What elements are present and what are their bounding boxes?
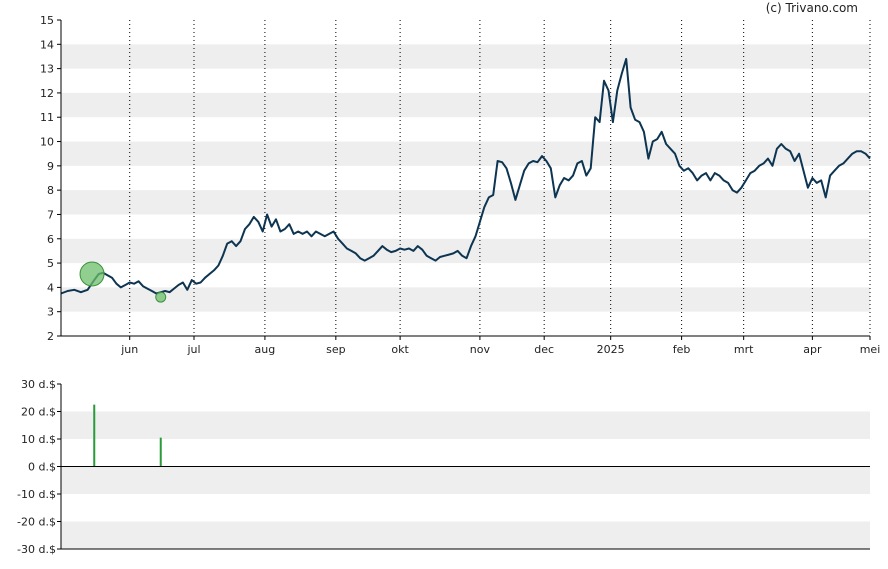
x-tick-label: aug <box>255 343 276 356</box>
dividend-chart-y-ticks: 30 d.$ 20 d.$ 10 d.$ 0 d.$ -10 d.$ -20 d.$ -30… <box>17 378 61 556</box>
y-tick-label: 9 <box>47 160 54 173</box>
x-tick-label: dec <box>534 343 554 356</box>
dividend-band <box>61 411 870 439</box>
dividend-y-tick-label: 30 d.$ <box>21 378 56 391</box>
y-tick-label: 6 <box>47 233 54 246</box>
y-tick-label: 3 <box>47 306 54 319</box>
y-tick-label: 15 <box>40 14 54 27</box>
y-tick-label: 13 <box>40 63 54 76</box>
price-band <box>61 238 870 264</box>
x-tick-label: nov <box>470 343 491 356</box>
price-chart-series <box>60 57 871 295</box>
dividend-y-tick-label: -10 d.$ <box>17 488 56 501</box>
price-band <box>61 287 870 312</box>
dividend-y-tick-label: 0 d.$ <box>28 461 56 474</box>
x-tick-label: sep <box>326 343 345 356</box>
y-tick-label: 10 <box>40 136 54 149</box>
y-tick-label: 14 <box>40 38 54 51</box>
x-tick-label: jun <box>120 343 138 356</box>
x-tick-label: 2025 <box>597 343 625 356</box>
dividend-y-tick-label: -30 d.$ <box>17 543 56 556</box>
price-chart-vertical-grid <box>129 20 871 336</box>
dividend-band <box>61 466 870 494</box>
price-band <box>61 92 870 118</box>
x-tick-label: okt <box>391 343 409 356</box>
price-band <box>61 141 870 166</box>
x-tick-label: mrt <box>734 343 754 356</box>
x-tick-label: apr <box>803 343 822 356</box>
price-chart-markers <box>79 261 167 303</box>
price-chart-bands <box>61 44 870 312</box>
y-tick-label: 8 <box>47 184 54 197</box>
price-band <box>61 44 870 69</box>
x-tick-label: feb <box>673 343 691 356</box>
x-tick-label: jul <box>186 343 200 356</box>
dividend-y-tick-label: -20 d.$ <box>17 516 56 529</box>
price-chart-x-ticks: jun jul aug sep okt nov dec 2025 feb mrt apr mei <box>120 336 880 356</box>
dividend-chart-bands <box>61 411 870 549</box>
dividend-marker <box>155 291 167 303</box>
price-chart-axes <box>60 20 870 337</box>
y-tick-label: 12 <box>40 87 54 100</box>
x-tick-label: mei <box>860 343 881 356</box>
copyright-label: (c) Trivano.com <box>765 1 858 15</box>
dividend-band <box>61 521 870 549</box>
dividend-y-tick-label: 10 d.$ <box>21 433 56 446</box>
dividend-y-tick-label: 20 d.$ <box>21 406 56 419</box>
dividend-chart-bars <box>93 404 162 467</box>
price-band <box>61 190 870 215</box>
y-tick-label: 2 <box>47 330 54 343</box>
y-tick-label: 5 <box>47 257 54 270</box>
price-series-line <box>60 57 871 295</box>
y-tick-label: 11 <box>40 111 54 124</box>
price-chart-y-ticks: 2 3 4 5 6 7 8 9 10 11 12 13 14 15 <box>40 14 61 343</box>
y-tick-label: 4 <box>47 281 54 294</box>
y-tick-label: 7 <box>47 208 54 221</box>
dividend-marker <box>79 261 105 287</box>
